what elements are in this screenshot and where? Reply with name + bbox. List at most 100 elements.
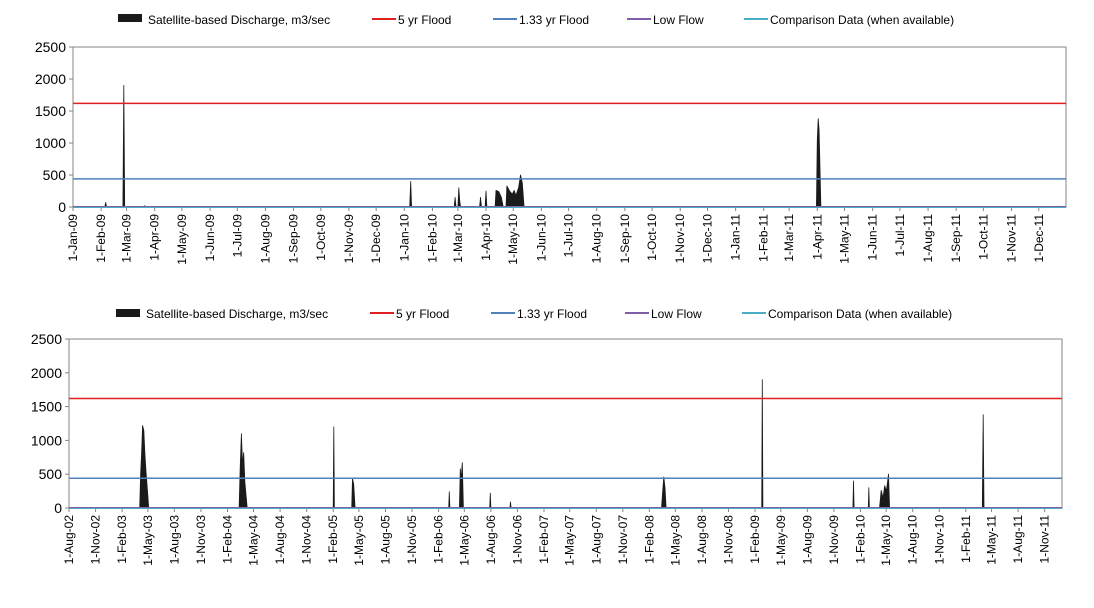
top-chart: Satellite-based Discharge, m3/sec 5 yr F… xyxy=(35,13,1067,265)
x-tick-label: 1-Aug-03 xyxy=(167,515,181,565)
x-tick-label: 1-May-09 xyxy=(774,515,788,566)
x-tick-label: 1-Jan-09 xyxy=(66,214,80,262)
bottom-y-axis: 0 500 1000 1500 2000 2500 xyxy=(31,331,69,516)
legend-label-lowflow: Low Flow xyxy=(653,13,704,27)
x-tick-label: 1-Nov-10 xyxy=(673,214,687,264)
bottom-legend: Satellite-based Discharge, m3/sec 5 yr F… xyxy=(116,307,952,321)
x-tick-label: 1-Jan-11 xyxy=(729,214,743,261)
x-tick-label: 1-Apr-11 xyxy=(810,214,824,260)
bottom-chart: Satellite-based Discharge, m3/sec 5 yr F… xyxy=(31,307,1063,566)
x-tick-label: 1-May-09 xyxy=(175,214,189,265)
x-tick-label: 1-Feb-04 xyxy=(221,515,235,564)
x-tick-label: 1-Mar-10 xyxy=(451,214,465,263)
legend-label-comparison: Comparison Data (when available) xyxy=(768,307,952,321)
x-tick-label: 1-Aug-08 xyxy=(695,515,709,565)
x-tick-label: 1-Nov-10 xyxy=(932,515,946,565)
bottom-reference-lines xyxy=(69,397,1062,509)
x-tick-label: 1-Aug-09 xyxy=(258,214,272,264)
x-tick-label: 1-Nov-08 xyxy=(721,515,735,565)
bottom-plot-frame xyxy=(68,338,1063,509)
x-tick-label: 1-May-10 xyxy=(879,515,893,566)
x-tick-label: 1-Sep-09 xyxy=(287,214,301,264)
legend-swatch-discharge xyxy=(118,14,142,22)
x-tick-label: 1-Feb-11 xyxy=(757,214,771,262)
x-tick-label: 1-Dec-10 xyxy=(700,214,714,264)
x-tick-label: 1-Aug-04 xyxy=(273,515,287,565)
y-tick-label: 500 xyxy=(43,167,67,183)
x-tick-label: 1-Feb-10 xyxy=(425,214,439,263)
x-tick-label: 1-Feb-09 xyxy=(94,214,108,263)
y-tick-label: 500 xyxy=(39,466,63,482)
legend-label-lowflow: Low Flow xyxy=(651,307,702,321)
x-tick-label: 1-Sep-10 xyxy=(618,214,632,264)
legend-label-discharge: Satellite-based Discharge, m3/sec xyxy=(148,13,330,27)
x-tick-label: 1-Jun-09 xyxy=(203,214,217,262)
x-tick-label: 1-Feb-07 xyxy=(537,515,551,564)
top-y-axis: 0 500 1000 1500 2000 2500 xyxy=(35,39,73,215)
x-tick-label: 1-May-07 xyxy=(563,515,577,566)
y-tick-label: 2500 xyxy=(31,331,62,347)
y-tick-label: 1000 xyxy=(35,135,66,151)
top-reference-lines xyxy=(73,102,1066,208)
x-tick-label: 1-Nov-04 xyxy=(300,515,314,565)
legend-label-flood133: 1.33 yr Flood xyxy=(517,307,587,321)
x-tick-label: 1-Aug-05 xyxy=(378,515,392,565)
x-tick-label: 1-May-10 xyxy=(506,214,520,265)
x-tick-label: 1-Aug-10 xyxy=(590,214,604,264)
x-tick-label: 1-Jul-10 xyxy=(562,214,576,258)
x-tick-label: 1-May-04 xyxy=(247,515,261,566)
x-tick-label: 1-Nov-11 xyxy=(1038,515,1052,564)
x-tick-label: 1-Aug-06 xyxy=(484,515,498,565)
x-tick-label: 1-May-11 xyxy=(838,214,852,264)
y-tick-label: 1500 xyxy=(35,103,66,119)
x-tick-label: 1-Feb-03 xyxy=(115,515,129,564)
x-tick-label: 1-Feb-06 xyxy=(432,515,446,564)
x-tick-label: 1-Nov-02 xyxy=(89,515,103,565)
x-tick-label: 1-Aug-02 xyxy=(62,515,76,565)
x-tick-label: 1-Aug-07 xyxy=(589,515,603,565)
x-tick-label: 1-Mar-11 xyxy=(782,214,796,262)
x-tick-label: 1-Nov-11 xyxy=(1005,214,1019,263)
x-tick-label: 1-Jun-11 xyxy=(866,214,880,261)
x-tick-label: 1-Jul-11 xyxy=(893,214,907,257)
legend-label-discharge: Satellite-based Discharge, m3/sec xyxy=(146,307,328,321)
x-tick-label: 1-Aug-09 xyxy=(800,515,814,565)
x-tick-label: 1-Feb-09 xyxy=(748,515,762,564)
x-tick-label: 1-Aug-10 xyxy=(906,515,920,565)
y-tick-label: 0 xyxy=(58,199,66,215)
legend-swatch-discharge xyxy=(116,309,140,317)
x-tick-label: 1-Feb-05 xyxy=(326,515,340,564)
x-tick-label: 1-Aug-11 xyxy=(921,214,935,263)
x-tick-label: 1-Dec-11 xyxy=(1032,214,1046,263)
y-tick-label: 2500 xyxy=(35,39,66,55)
x-tick-label: 1-May-06 xyxy=(457,515,471,566)
top-x-axis: 1-Jan-09 1-Feb-09 1-Mar-09 1-Apr-09 1-May-09… xyxy=(66,207,1046,265)
x-tick-label: 1-Sep-11 xyxy=(949,214,963,263)
x-tick-label: 1-Jul-09 xyxy=(230,214,244,258)
y-tick-label: 2000 xyxy=(31,365,62,381)
top-plot-frame xyxy=(72,46,1067,208)
x-tick-label: 1-Mar-09 xyxy=(120,214,134,263)
y-tick-label: 1500 xyxy=(31,399,62,415)
x-tick-label: 1-Nov-09 xyxy=(342,214,356,264)
x-tick-label: 1-Oct-11 xyxy=(976,214,990,260)
x-tick-label: 1-Apr-10 xyxy=(479,214,493,261)
bottom-x-axis: 1-Aug-02 1-Nov-02 1-Feb-03 1-May-03 1-Aug-03… xyxy=(62,508,1052,566)
y-tick-label: 0 xyxy=(54,500,62,516)
x-tick-label: 1-Nov-07 xyxy=(616,515,630,565)
x-tick-label: 1-Oct-10 xyxy=(645,214,659,261)
x-tick-label: 1-Nov-06 xyxy=(510,515,524,565)
x-tick-label: 1-Feb-11 xyxy=(959,515,973,563)
x-tick-label: 1-May-08 xyxy=(668,515,682,566)
x-tick-label: 1-Dec-09 xyxy=(369,214,383,264)
x-tick-label: 1-Apr-09 xyxy=(148,214,162,261)
x-tick-label: 1-Jan-10 xyxy=(397,214,411,262)
legend-label-flood5: 5 yr Flood xyxy=(396,307,449,321)
x-tick-label: 1-Aug-11 xyxy=(1011,515,1025,564)
x-tick-label: 1-May-03 xyxy=(141,515,155,566)
x-tick-label: 1-Nov-09 xyxy=(827,515,841,565)
x-tick-label: 1-May-11 xyxy=(985,515,999,565)
x-tick-label: 1-Oct-09 xyxy=(314,214,328,261)
legend-label-comparison: Comparison Data (when available) xyxy=(770,13,954,27)
